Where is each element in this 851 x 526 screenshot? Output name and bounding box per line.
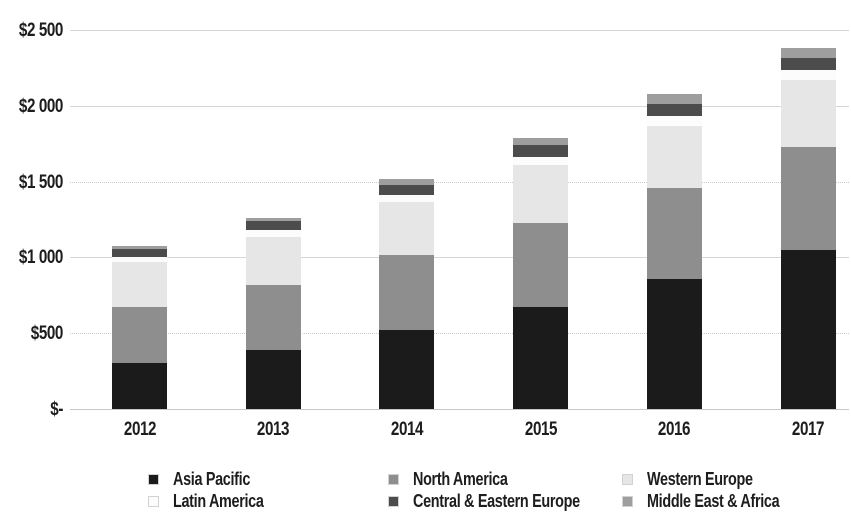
y-axis-tick-label: $2 500 bbox=[18, 20, 64, 41]
legend-label-central-eastern-europe: Central & Eastern Europe bbox=[413, 491, 580, 511]
bar-2012-segment-asia-pacific bbox=[112, 362, 167, 409]
y-axis-tick-label: $500 bbox=[30, 323, 64, 345]
bar-2017-segment-central-eastern-europe bbox=[780, 58, 836, 71]
bar-2012-segment-latin-america bbox=[112, 256, 167, 262]
bar-2016-segment-asia-pacific bbox=[646, 278, 702, 409]
bar-2015-segment-asia-pacific bbox=[513, 306, 569, 409]
legend-label-latin-america: Latin America bbox=[173, 491, 264, 511]
x-axis-tick-label: 2016 bbox=[658, 419, 691, 440]
gridline bbox=[70, 409, 849, 410]
bar-2012-segment-middle-east-africa bbox=[112, 246, 167, 250]
bar-2013-segment-middle-east-africa bbox=[245, 217, 301, 221]
bar-2015-segment-middle-east-africa bbox=[513, 138, 569, 146]
y-axis-tick-label: $- bbox=[50, 399, 63, 420]
bar-2013-segment-western-europe bbox=[245, 236, 301, 285]
legend-swatch-latin-america bbox=[148, 496, 159, 507]
legend-swatch-middle-east-africa bbox=[622, 496, 633, 507]
bar-2013-segment-asia-pacific bbox=[245, 349, 301, 409]
bar-2016-segment-central-eastern-europe bbox=[646, 103, 702, 116]
bar-2012-segment-central-eastern-europe bbox=[112, 249, 167, 257]
legend-label-western-europe: Western Europe bbox=[647, 469, 753, 489]
legend-swatch-asia-pacific bbox=[148, 474, 159, 485]
y-axis-tick-label: $1 500 bbox=[18, 171, 64, 193]
bar-2014-segment-north-america bbox=[379, 255, 435, 331]
bar-2015-segment-north-america bbox=[513, 223, 569, 307]
bar-2014-segment-latin-america bbox=[379, 195, 435, 203]
bar-2014-segment-middle-east-africa bbox=[379, 178, 435, 185]
bar-2017-segment-western-europe bbox=[780, 80, 836, 147]
bar-2016-segment-middle-east-africa bbox=[646, 93, 702, 104]
gridline bbox=[70, 105, 849, 107]
bar-2014-segment-central-eastern-europe bbox=[379, 184, 435, 196]
y-axis-tick-label: $1 000 bbox=[18, 247, 64, 269]
bar-2013-segment-central-eastern-europe bbox=[245, 221, 301, 231]
legend-label-north-america: North America bbox=[413, 469, 508, 489]
gridline bbox=[70, 181, 849, 183]
legend-swatch-western-europe bbox=[622, 474, 633, 485]
x-axis-tick-label: 2017 bbox=[791, 419, 825, 440]
bar-2014-segment-asia-pacific bbox=[379, 330, 435, 409]
x-axis-tick-label: 2013 bbox=[257, 419, 290, 440]
bar-2016-segment-north-america bbox=[646, 187, 702, 279]
x-axis-tick-label: 2015 bbox=[524, 419, 557, 440]
bar-2013-segment-north-america bbox=[245, 284, 301, 350]
bar-2015-segment-central-eastern-europe bbox=[513, 145, 569, 157]
x-axis-tick-label: 2014 bbox=[390, 419, 424, 440]
legend-label-asia-pacific: Asia Pacific bbox=[173, 469, 251, 489]
bar-2017-segment-north-america bbox=[780, 146, 836, 250]
bar-2017-segment-asia-pacific bbox=[780, 249, 836, 409]
bar-2016-segment-latin-america bbox=[646, 115, 702, 126]
y-axis-tick-label: $2 000 bbox=[18, 95, 64, 117]
bar-2012-segment-north-america bbox=[112, 306, 167, 363]
legend-swatch-north-america bbox=[388, 474, 399, 485]
bar-2015-segment-western-europe bbox=[513, 164, 569, 224]
bar-2015-segment-latin-america bbox=[513, 156, 569, 165]
x-axis-tick-label: 2012 bbox=[123, 419, 156, 440]
bar-2017-segment-latin-america bbox=[780, 70, 836, 81]
bar-2012-segment-western-europe bbox=[112, 261, 167, 307]
gridline bbox=[70, 333, 849, 335]
gridline bbox=[70, 257, 849, 259]
legend-swatch-central-eastern-europe bbox=[388, 496, 399, 507]
bar-2016-segment-western-europe bbox=[646, 125, 702, 188]
bar-2013-segment-latin-america bbox=[245, 230, 301, 237]
bar-2017-segment-middle-east-africa bbox=[780, 48, 836, 59]
gridline bbox=[70, 30, 849, 31]
bar-2014-segment-western-europe bbox=[379, 202, 435, 256]
legend-label-middle-east-africa: Middle East & Africa bbox=[647, 491, 780, 511]
